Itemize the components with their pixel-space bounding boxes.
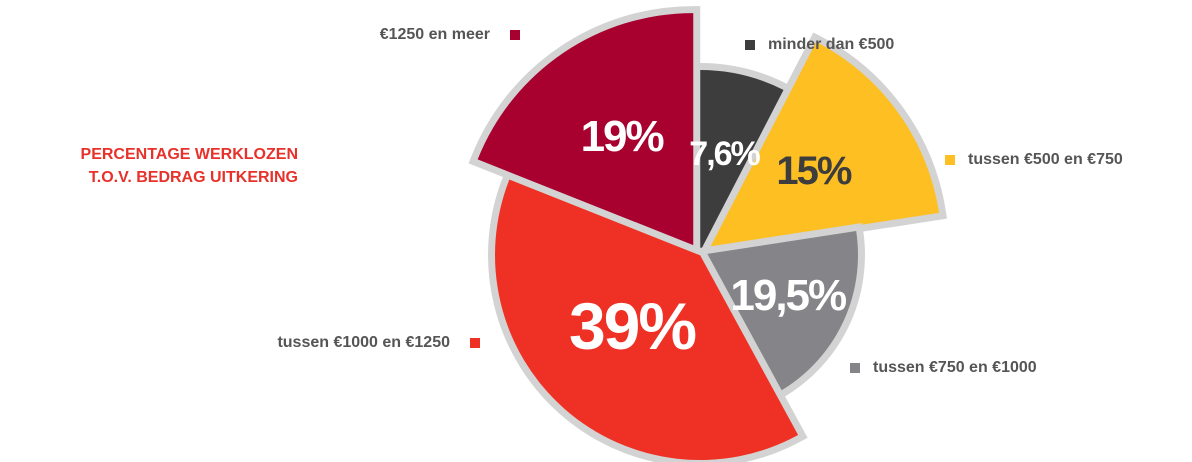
pie-slice (709, 41, 940, 248)
legend-swatch (470, 338, 480, 348)
legend-swatch (850, 363, 860, 373)
data-label: 19% (581, 112, 664, 161)
legend-swatch (945, 155, 955, 165)
legend-swatch (510, 30, 520, 40)
legend-label: tussen €750 en €1000 (873, 359, 1037, 376)
chart-title: T.O.V. BEDRAG UITKERING (89, 169, 298, 186)
data-label: 39% (569, 289, 695, 363)
pie-slice (700, 231, 858, 394)
legend-swatch (745, 40, 755, 50)
legend-label: €1250 en meer (380, 26, 490, 43)
data-label: 15% (776, 149, 851, 193)
data-label: 7,6% (689, 135, 760, 173)
pie-slice (700, 70, 785, 255)
pie-slice (477, 13, 694, 246)
pie-slice (495, 179, 799, 461)
legend-label: tussen €500 en €750 (968, 151, 1123, 168)
legend-label: tussen €1000 en €1250 (277, 334, 450, 351)
data-label: 19,5% (730, 271, 846, 320)
legend-label: minder dan €500 (768, 36, 894, 53)
chart-title: PERCENTAGE WERKLOZEN (81, 146, 298, 163)
